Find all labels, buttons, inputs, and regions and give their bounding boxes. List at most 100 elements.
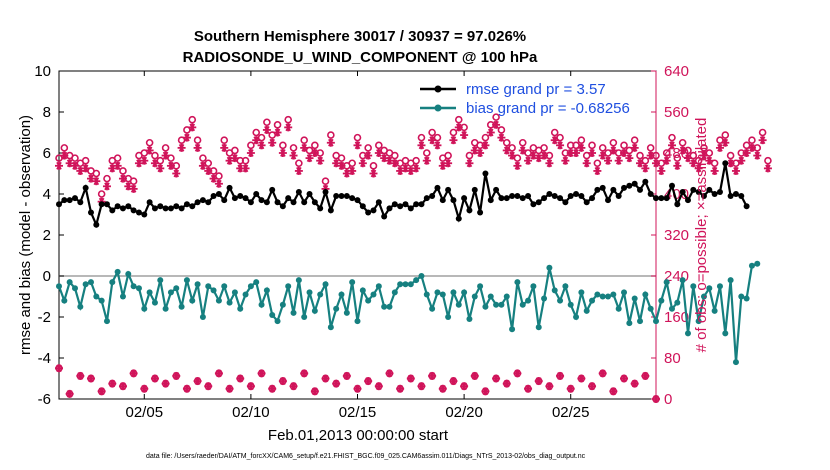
obs-assimilated-marker [449, 377, 458, 386]
obs-assimilated-marker [502, 146, 511, 155]
bias-point [450, 289, 457, 296]
obs-possible-marker [188, 115, 197, 124]
rmse-point [684, 197, 691, 204]
obs-possible-marker [369, 162, 378, 170]
left-axis-ticks: -6 -4 -2 0 2 4 6 8 10 [34, 63, 64, 408]
obs-assimilated-marker [604, 156, 613, 165]
obs-assimilated-marker [715, 143, 724, 152]
left-tick-label: -6 [38, 391, 51, 408]
obs-assimilated-marker [230, 154, 239, 163]
rmse-point [738, 193, 745, 200]
obs-assimilated-marker [470, 371, 479, 380]
rmse-point [578, 193, 585, 200]
rmse-point [445, 186, 452, 193]
rmse-point [626, 182, 633, 189]
obs-assimilated-marker [102, 182, 111, 191]
rmse-point [167, 205, 174, 212]
obs-assimilated-marker [454, 123, 463, 132]
rmse-point [413, 201, 420, 208]
obs-possible-marker [758, 128, 767, 137]
bias-point [439, 291, 446, 298]
obs-assimilated-marker [326, 138, 335, 147]
obs-assimilated-marker [529, 151, 538, 160]
obs-assimilated-marker [332, 379, 341, 388]
rmse-point [82, 184, 89, 191]
obs-possible-marker [721, 131, 730, 139]
bias-point [482, 303, 489, 310]
bias-point [461, 289, 468, 296]
rmse-point [541, 195, 548, 202]
obs-assimilated-marker [214, 369, 223, 378]
bias-point [748, 262, 755, 269]
bias-point [557, 297, 564, 304]
obs-assimilated-marker [353, 141, 362, 150]
rmse-point [141, 211, 148, 218]
bias-point [370, 291, 377, 298]
obs-assimilated-marker [657, 166, 666, 175]
x-tick-label: 02/25 [552, 404, 590, 421]
obs-assimilated-marker [630, 379, 639, 388]
obs-possible-marker [364, 144, 372, 152]
rmse-point [306, 191, 313, 197]
obs-assimilated-marker [582, 159, 591, 168]
right-tick-label: 560 [664, 104, 689, 121]
rmse-point [509, 193, 516, 200]
bias-point [663, 279, 670, 286]
obs-possible-marker [252, 128, 261, 137]
bias-point [743, 295, 750, 302]
rmse-point [594, 186, 601, 193]
bias-point [626, 320, 633, 327]
bias-point [66, 279, 73, 286]
obs-assimilated-marker [577, 374, 586, 383]
obs-assimilated-marker [572, 149, 581, 157]
rmse-point [61, 197, 68, 204]
obs-possible-marker [481, 133, 490, 142]
bias-point [210, 287, 217, 294]
rmse-point [370, 207, 377, 214]
bias-point [381, 303, 388, 310]
obs-assimilated-marker [246, 149, 255, 157]
obs-assimilated-marker [92, 177, 101, 186]
obs-assimilated-marker [652, 395, 660, 403]
bias-point [722, 330, 729, 337]
bias-point [637, 318, 644, 325]
obs-assimilated-marker [460, 131, 469, 140]
rmse-point [87, 209, 94, 216]
obs-assimilated-marker [236, 374, 245, 383]
rmse-point [455, 215, 462, 222]
obs-assimilated-marker [667, 141, 676, 150]
rmse-point [583, 199, 590, 206]
bias-point [119, 293, 126, 300]
obs-assimilated-marker [166, 161, 175, 170]
bias-point [221, 283, 228, 290]
bias-point [82, 281, 89, 288]
obs-assimilated-marker [396, 384, 405, 393]
obs-assimilated-marker [694, 164, 703, 173]
bias-point [109, 279, 116, 286]
x-axis-label: Feb.01,2013 00:00:00 start [268, 427, 449, 444]
bias-point [274, 318, 281, 325]
obs-assimilated-marker [364, 151, 373, 160]
rmse-point [557, 195, 564, 202]
obs-possible-marker [428, 128, 436, 137]
bias-point [397, 281, 404, 288]
rmse-point [716, 188, 723, 195]
rmse-point [226, 184, 233, 191]
obs-assimilated-marker [460, 382, 469, 391]
obs-assimilated-marker [358, 159, 367, 168]
rmse-point [546, 191, 553, 197]
rmse-point [391, 201, 398, 208]
bias-point [77, 303, 84, 310]
rmse-point [56, 201, 62, 208]
right-tick-label: 160 [664, 309, 689, 326]
bias-point [674, 299, 681, 306]
obs-assimilated-marker [321, 374, 330, 383]
obs-assimilated-marker [683, 154, 692, 163]
rmse-point [732, 191, 739, 197]
obs-assimilated-marker [614, 156, 623, 165]
left-tick-label: 2 [43, 227, 51, 244]
rmse-point [199, 197, 206, 204]
rmse-point [418, 201, 425, 208]
data-file-footer: data file: /Users/raeder/DAI/ATM_forcXX/… [146, 453, 586, 460]
obs-assimilated-marker [747, 143, 756, 152]
